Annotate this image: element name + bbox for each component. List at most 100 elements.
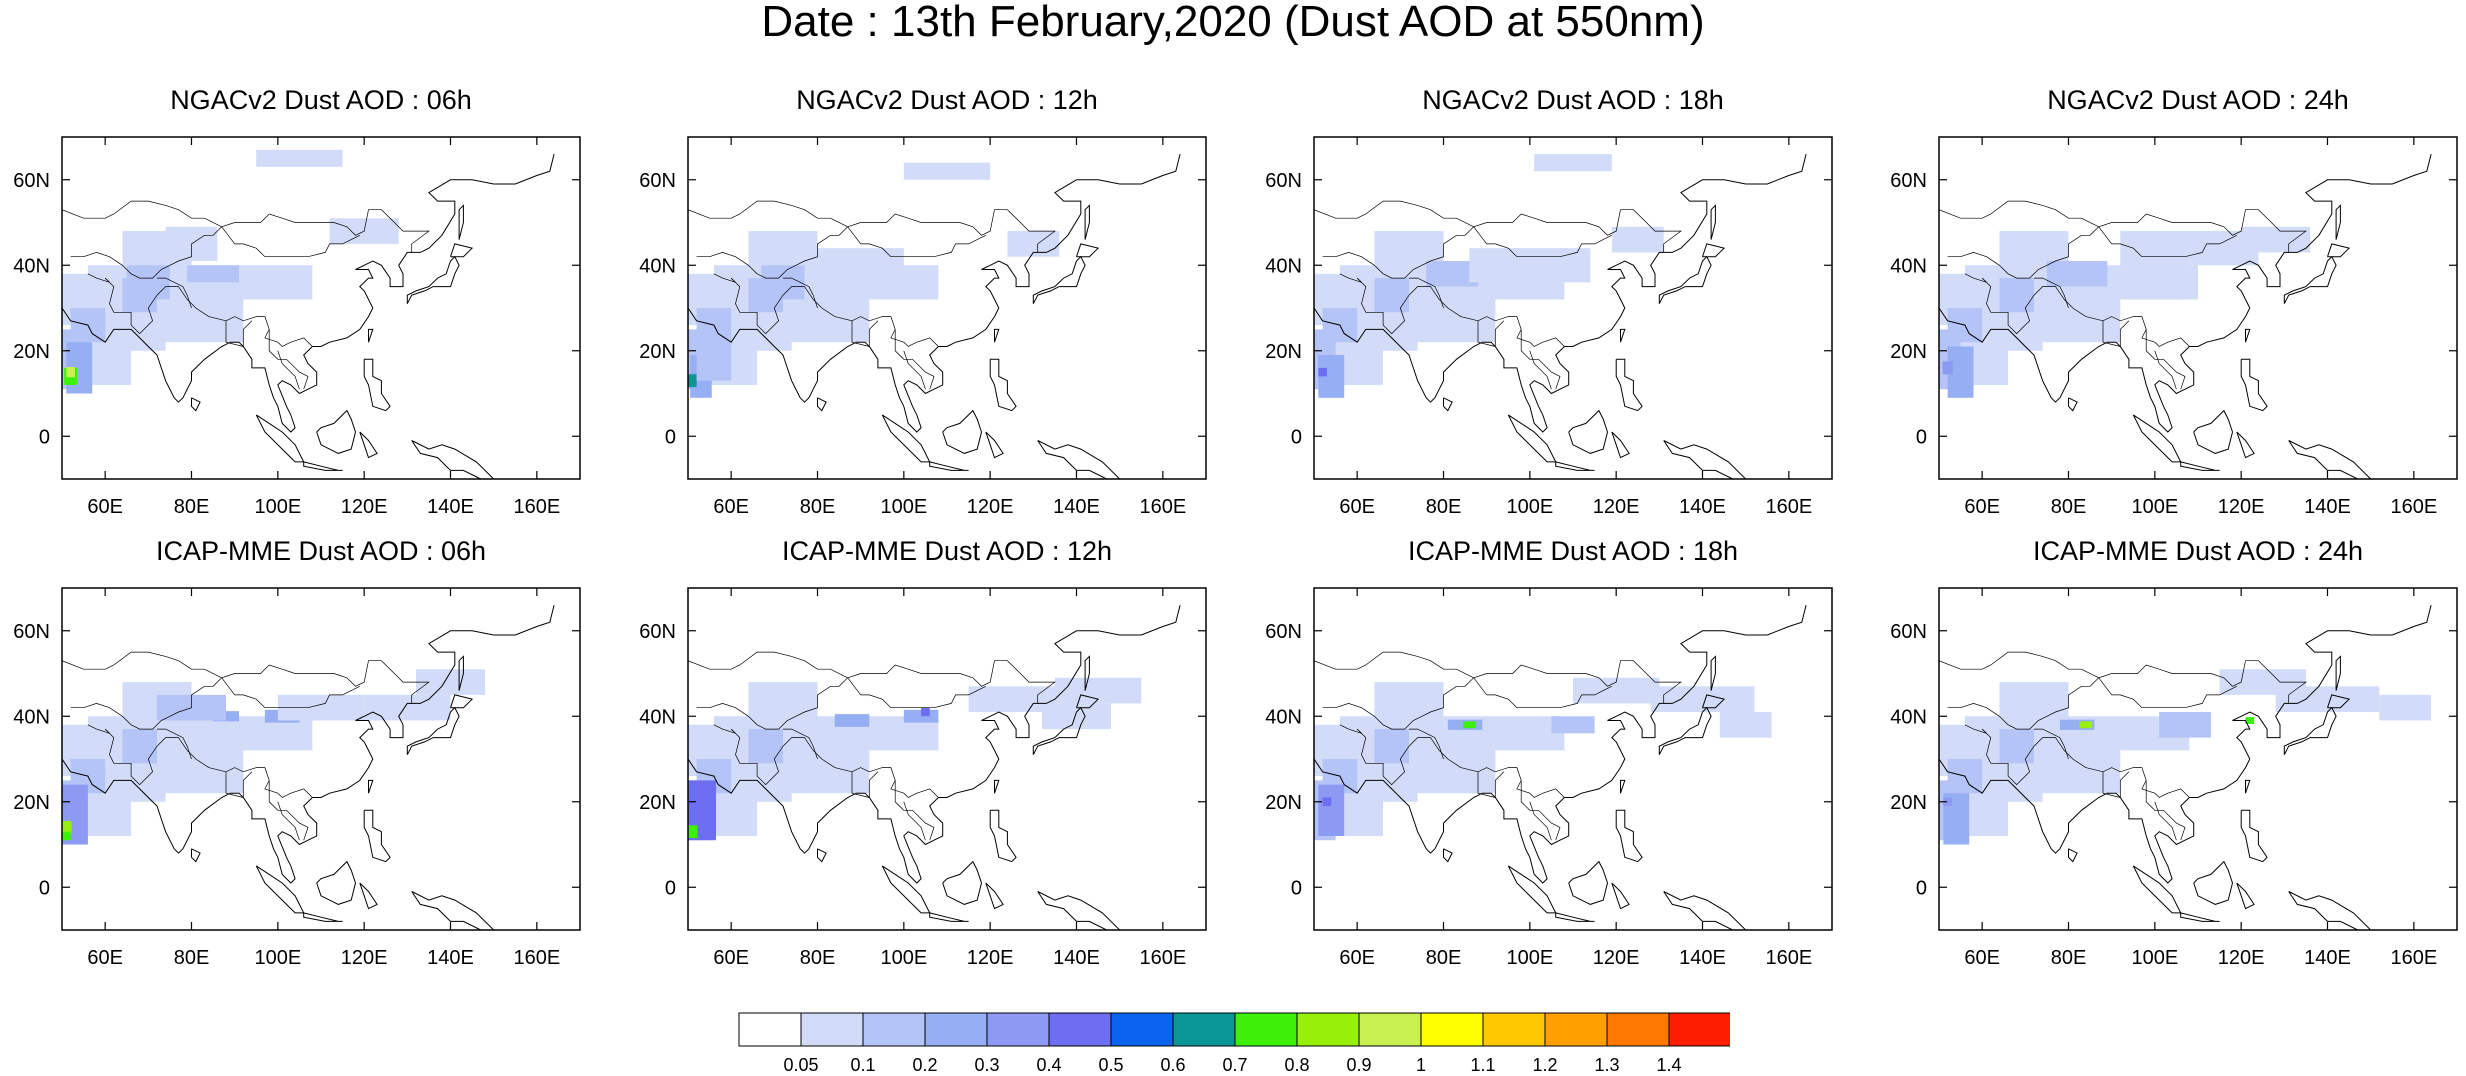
dust-aod-cell [1611, 226, 1664, 253]
coastline [316, 860, 357, 905]
country-border [277, 350, 300, 390]
colorbar-swatch [1234, 1012, 1298, 1047]
lon-tick-label: 60E [1339, 496, 1375, 518]
dust-aod-cell [1999, 729, 2034, 764]
country-border [62, 200, 222, 228]
coastline [2335, 655, 2341, 691]
coastline [1314, 604, 1807, 884]
map-frame [61, 587, 581, 931]
dust-aod-cell [688, 825, 698, 839]
coastline [989, 809, 1017, 863]
country-border [1529, 801, 1552, 841]
dust-aod-cell [1322, 797, 1332, 807]
country-border [1409, 728, 1444, 760]
coastline [1663, 440, 1747, 479]
colorbar-label: 0.8 [1284, 1055, 1310, 1075]
lon-tick-label: 80E [1426, 496, 1462, 518]
lon-tick-label: 100E [880, 947, 927, 969]
country-border [277, 801, 300, 841]
map-frame [1313, 587, 1833, 931]
coastline [817, 848, 827, 863]
lat-tick-label: 40N [1890, 706, 1927, 728]
dust-aod-cell [2379, 694, 2432, 721]
country-border [1947, 209, 2307, 279]
country-border [225, 320, 253, 347]
lat-tick-label: 0 [39, 426, 50, 448]
dust-aod-cell [66, 366, 75, 378]
country-border [1939, 651, 2099, 679]
coastline [2236, 431, 2255, 459]
coastline [881, 865, 931, 914]
lat-tick-label: 40N [13, 706, 50, 728]
lon-tick-label: 160E [513, 496, 560, 518]
dust-aod-cell [1318, 784, 1345, 836]
coastline [817, 397, 827, 412]
lat-tick-label: 40N [639, 706, 676, 728]
lat-tick-label: 0 [39, 877, 50, 899]
country-border [1473, 677, 1612, 709]
country-border [730, 277, 939, 347]
coastline [1314, 153, 1807, 433]
coastline [1702, 694, 1726, 709]
lon-tick-label: 120E [967, 496, 1014, 518]
lon-tick-label: 60E [713, 947, 749, 969]
country-border [1322, 209, 1682, 279]
dust-aod-cell [2079, 721, 2093, 729]
dust-aod-cell [126, 265, 170, 300]
colorbar-label: 1.4 [1656, 1055, 1682, 1075]
country-border [847, 226, 986, 258]
lon-tick-label: 80E [1426, 947, 1462, 969]
coastline [2327, 694, 2351, 709]
lat-tick-label: 20N [1890, 341, 1927, 363]
lon-tick-label: 140E [1679, 496, 1726, 518]
country-border [688, 651, 848, 679]
colorbar-swatch [986, 1012, 1050, 1047]
coastline [881, 414, 931, 463]
lat-tick-label: 20N [13, 341, 50, 363]
dust-aod-cell [1534, 154, 1612, 172]
country-border [1529, 350, 1552, 390]
country-border [221, 226, 360, 258]
lon-tick-label: 120E [341, 496, 388, 518]
dust-aod-map: 60E 80E 100E 120E 140E 160E 0 20N 40N 60N [1265, 136, 1833, 518]
lon-tick-label: 80E [800, 496, 836, 518]
lat-tick-label: 0 [665, 877, 676, 899]
coastline [1620, 779, 1626, 794]
lon-tick-label: 160E [1765, 496, 1812, 518]
dust-aod-map: 60E 80E 100E 120E 140E 160E 0 20N 40N 60N [639, 587, 1207, 969]
coastline [1710, 204, 1716, 240]
coastline [2132, 414, 2182, 463]
coastline [985, 431, 1004, 459]
country-border [104, 728, 313, 798]
coastline [1568, 409, 1609, 454]
dust-aod-cell [1999, 278, 2034, 313]
lat-tick-label: 60N [1265, 170, 1302, 192]
country-border [1314, 200, 1474, 228]
lon-tick-label: 100E [2131, 496, 2178, 518]
lon-tick-label: 100E [1506, 496, 1553, 518]
country-border [851, 771, 879, 798]
country-border [894, 329, 935, 390]
coastline [1443, 397, 1453, 412]
country-border [1939, 200, 2099, 228]
lat-tick-label: 60N [1890, 170, 1927, 192]
dust-aod-cell [2241, 226, 2311, 253]
lon-tick-label: 140E [1679, 947, 1726, 969]
coastline [985, 882, 1004, 910]
coastline [1658, 706, 1712, 755]
coastline [989, 358, 1017, 412]
country-border [1356, 728, 1565, 798]
colorbar-swatch [1606, 1012, 1670, 1047]
country-border [1520, 329, 1561, 390]
lon-tick-label: 100E [1506, 947, 1553, 969]
lon-tick-label: 160E [1139, 947, 1186, 969]
lon-tick-label: 160E [513, 947, 560, 969]
lon-tick-label: 160E [1139, 496, 1186, 518]
lon-tick-label: 140E [2304, 496, 2351, 518]
dust-aod-cell [2120, 231, 2259, 266]
country-border [1314, 651, 1474, 679]
coastline [929, 461, 969, 471]
lon-tick-label: 140E [427, 496, 474, 518]
country-border [2102, 771, 2130, 798]
lon-tick-label: 120E [341, 947, 388, 969]
